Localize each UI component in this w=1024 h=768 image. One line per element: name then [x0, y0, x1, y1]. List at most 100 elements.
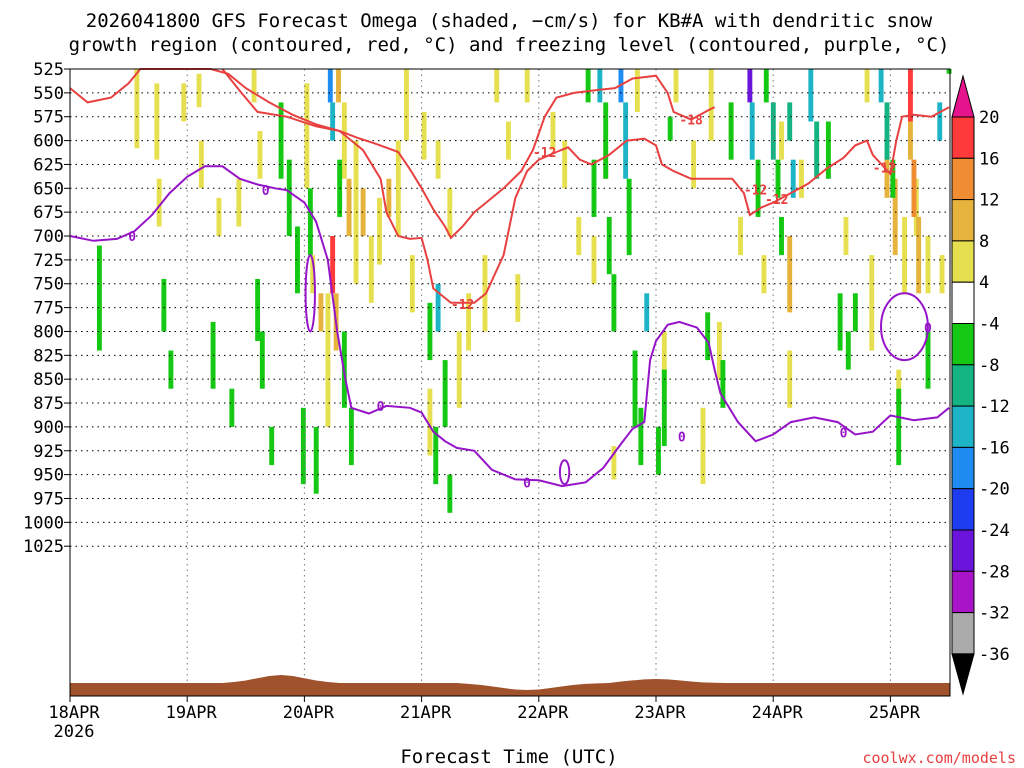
y-tick-label: 925: [33, 442, 64, 462]
contour-label: -12: [533, 146, 556, 161]
omega-cell: [634, 69, 640, 112]
omega-cell: [864, 69, 870, 103]
omega-cell: [691, 140, 697, 189]
omega-cell: [937, 102, 943, 141]
omega-cell: [251, 69, 257, 103]
omega-cell: [442, 360, 448, 427]
credit-text: coolwx.com/models: [862, 749, 1016, 767]
omega-cell: [269, 426, 275, 466]
omega-cell: [878, 69, 884, 103]
y-tick-label: 950: [33, 466, 64, 486]
omega-cell: [348, 407, 354, 466]
omega-cell: [330, 236, 336, 294]
omega-cell: [728, 102, 734, 160]
y-tick-label: 700: [33, 227, 64, 247]
colorbar-label: -20: [979, 480, 1010, 500]
omega-cell: [884, 102, 890, 160]
omega-cell: [300, 407, 306, 485]
omega-cell: [597, 69, 603, 103]
omega-cell: [749, 102, 755, 160]
omega-cell: [318, 293, 324, 332]
omega-cell: [447, 474, 453, 513]
colorbar-label: -8: [979, 356, 999, 376]
omega-cell: [852, 293, 858, 332]
omega-cell: [168, 350, 174, 389]
y-tick-label: 625: [33, 155, 64, 175]
omega-cell: [845, 331, 851, 370]
colorbar-swatch: [951, 240, 975, 283]
contour-label: -18: [679, 114, 703, 129]
y-tick-label: 725: [33, 251, 64, 271]
omega-cell: [585, 69, 591, 103]
omega-cell: [161, 278, 167, 332]
omega-cell: [661, 331, 667, 389]
omega-cell: [896, 388, 902, 466]
omega-cell: [825, 121, 831, 179]
omega-cell: [307, 188, 313, 256]
omega-cell: [779, 216, 784, 256]
colorbar-swatch: [951, 199, 975, 242]
omega-cell: [255, 278, 261, 342]
omega-cell: [925, 331, 931, 389]
y-tick-label: 875: [33, 394, 64, 414]
omega-cell: [236, 178, 242, 227]
y-axis-ticks: 525 550 575 600 625 650 675 700 725 750 775 800 825 8…: [23, 60, 70, 557]
omega-cell: [656, 426, 661, 475]
omega-cell: [798, 159, 804, 198]
omega-cell: [770, 102, 776, 160]
omega-cell: [134, 69, 140, 149]
y-tick-label: 1025: [23, 537, 64, 557]
omega-cell: [738, 216, 743, 256]
omega-cell: [611, 274, 617, 332]
omega-cell: [667, 116, 673, 141]
plot-frame: [69, 68, 951, 697]
y-tick-label: 825: [33, 346, 64, 366]
omega-cell: [673, 69, 679, 103]
y-tick-label: 525: [33, 60, 64, 80]
omega-cell: [216, 197, 222, 237]
colorbar-swatch: [951, 364, 975, 407]
y-tick-label: 675: [33, 203, 64, 223]
y-tick-label: 600: [33, 132, 64, 152]
freezing-loop: [558, 459, 571, 486]
chart-title-line1: 2026041800 GFS Forecast Omega (shaded, −…: [86, 10, 933, 32]
x-tick-label: 23APR: [634, 703, 686, 723]
x-tick-label: 20APR: [283, 703, 335, 723]
omega-cell: [295, 226, 300, 294]
omega-cell: [550, 111, 556, 151]
omega-cell: [421, 111, 427, 160]
omega-cell: [576, 216, 582, 256]
omega-cell: [427, 302, 433, 361]
colorbar-swatch: [951, 157, 975, 201]
contour-label: 0: [678, 430, 686, 445]
x-tick-label: 21APR: [400, 703, 452, 723]
omega-cell: [787, 350, 793, 408]
omega-cell: [946, 69, 952, 74]
colorbar-label: 20: [979, 108, 999, 128]
omega-shading: [96, 69, 952, 513]
omega-cell: [837, 293, 843, 351]
x-tick-label: 19APR: [166, 703, 218, 723]
omega-cell: [808, 69, 814, 122]
omega-cell: [763, 69, 769, 103]
colorbar-bottom-arrow: [951, 653, 975, 696]
contour-label: 0: [840, 427, 848, 442]
omega-cell: [524, 69, 530, 103]
omega-cell: [562, 140, 568, 189]
omega-cell: [911, 159, 917, 217]
omega-cell: [259, 331, 265, 389]
omega-cell: [790, 159, 796, 198]
omega-cell: [456, 331, 462, 408]
terrain-shape: [70, 675, 950, 696]
omega-cell: [330, 102, 336, 141]
omega-cell: [286, 159, 292, 237]
y-tick-label: 900: [33, 418, 64, 438]
omega-cell: [435, 140, 441, 179]
colorbar-label: -12: [979, 397, 1010, 417]
colorbar-label: 16: [979, 149, 999, 169]
omega-cell: [257, 131, 263, 179]
contour-label: -12: [744, 183, 767, 198]
colorbar-swatch: [951, 529, 975, 572]
colorbar-swatch: [951, 446, 975, 490]
omega-cell: [814, 121, 820, 179]
